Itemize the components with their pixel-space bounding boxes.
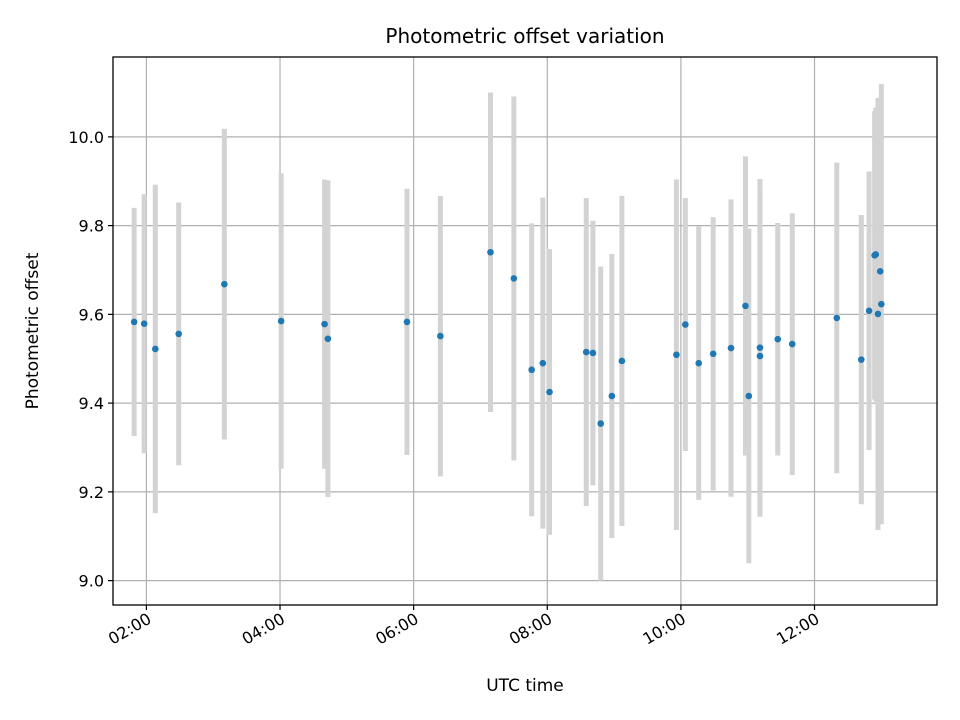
data-point <box>221 280 228 288</box>
y-axis: 9.0 9.2 9.4 9.6 9.8 10.0 <box>68 128 113 591</box>
data-point <box>876 268 884 275</box>
data-point <box>756 344 764 351</box>
data-point <box>695 359 703 367</box>
data-point <box>878 300 885 308</box>
data-point <box>528 366 535 374</box>
data-point <box>745 392 753 400</box>
y-tick-label: 9.4 <box>79 394 104 413</box>
chart-title: Photometric offset variation <box>385 24 664 48</box>
data-point <box>833 314 841 322</box>
data-points <box>130 248 885 427</box>
data-point <box>709 350 717 358</box>
data-point <box>140 320 148 327</box>
y-tick-label: 10.0 <box>68 128 104 147</box>
data-point <box>865 307 873 315</box>
data-point <box>130 318 138 326</box>
data-point <box>582 348 590 356</box>
data-point <box>874 310 882 318</box>
plot-frame <box>112 56 938 606</box>
data-point <box>742 302 749 310</box>
data-point <box>175 330 182 338</box>
data-point <box>857 356 865 363</box>
data-point <box>727 344 735 352</box>
data-point <box>774 335 782 343</box>
data-point <box>321 320 328 328</box>
data-point <box>277 317 285 325</box>
data-point <box>756 352 764 360</box>
data-point <box>788 340 796 348</box>
data-point <box>546 388 553 396</box>
data-point <box>608 392 616 400</box>
data-point <box>589 349 597 357</box>
data-point <box>872 251 880 258</box>
data-point <box>510 275 518 282</box>
data-point <box>324 335 332 343</box>
data-point <box>682 321 689 328</box>
data-point <box>487 248 494 256</box>
data-point <box>597 420 605 427</box>
y-tick-label: 9.0 <box>79 572 104 591</box>
data-point <box>403 318 411 326</box>
y-tick-label: 9.2 <box>79 483 104 502</box>
data-point <box>673 351 680 359</box>
y-tick-label: 9.6 <box>79 305 104 324</box>
data-point <box>437 332 444 340</box>
data-point <box>618 357 626 365</box>
y-tick-label: 9.8 <box>79 217 104 236</box>
data-point <box>539 359 547 367</box>
y-axis-label: Photometric offset <box>23 252 43 409</box>
x-axis-label: UTC time <box>486 676 564 696</box>
data-point <box>152 345 159 353</box>
